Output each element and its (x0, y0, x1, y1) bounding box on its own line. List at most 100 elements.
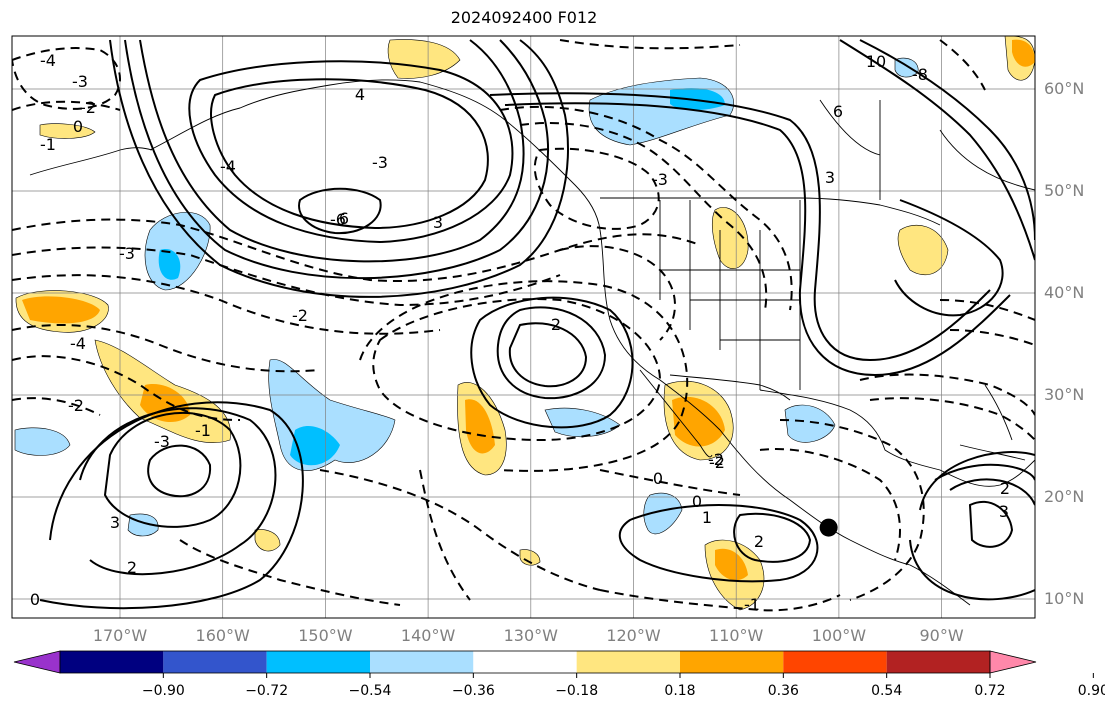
contour-dashed (949, 329, 1035, 346)
contour-solid (508, 322, 588, 388)
shade-cool (643, 492, 683, 535)
colorbar-segment (576, 651, 680, 673)
contour-dashed (12, 100, 121, 111)
contour-dashed (939, 299, 1035, 321)
contour-label: 2 (1000, 479, 1010, 498)
contour-label: 3 (825, 168, 835, 187)
contour-solid (109, 39, 569, 298)
contour-dashed (759, 448, 901, 561)
shade-cool (14, 427, 71, 456)
longitude-label: 140°W (400, 626, 456, 645)
contour-solid (859, 39, 1035, 241)
shade-cool-core (290, 425, 340, 466)
contour-label: 1 (702, 508, 712, 527)
contour-solid (103, 411, 242, 528)
contour-solid (147, 444, 212, 498)
longitude-label: 150°W (298, 626, 353, 645)
anomaly-shading (14, 36, 1035, 611)
contour-label: -2 (80, 98, 96, 117)
contour-solid (909, 539, 1035, 601)
contour-solid (968, 500, 1014, 548)
contour-dashed (12, 47, 121, 110)
shade-cool (39, 123, 96, 139)
contour-label: -1 (195, 421, 211, 440)
shade-cool (588, 77, 735, 146)
contour-dashed (419, 469, 471, 601)
colorbar-segment (163, 651, 267, 673)
lat-lon-grid (12, 36, 1035, 618)
colorbar-tick-label: 0.36 (767, 683, 799, 699)
shade-cool-core (670, 88, 725, 111)
latitude-label: 10°N (1044, 589, 1085, 608)
colorbar-segment (370, 651, 474, 673)
figure-title: 2024092400 F012 (450, 8, 598, 27)
latitude-label: 20°N (1044, 487, 1085, 506)
longitude-label: 100°W (811, 626, 867, 645)
contour-dashed (599, 469, 741, 496)
colorbar-segment (680, 651, 784, 673)
contour-label: -4 (40, 51, 56, 70)
contour-dashed (12, 397, 101, 416)
contour-label: 3 (110, 513, 120, 532)
latitude-label: 60°N (1044, 79, 1085, 98)
contour-label: 3 (433, 213, 443, 232)
colorbar-extend-min (13, 650, 61, 674)
colorbar-tick-label: −0.72 (245, 683, 289, 699)
colorbar-segment (473, 651, 577, 673)
contour-solid (139, 39, 525, 263)
contour-solid (489, 92, 991, 362)
contour-label: -3 (154, 432, 170, 451)
longitude-label: 170°W (92, 626, 148, 645)
colorbar (13, 650, 1094, 678)
contour-solid (79, 407, 277, 576)
contour-solid (618, 504, 819, 583)
contour-label: -3 (652, 170, 668, 189)
contour-label: -4 (70, 334, 86, 353)
central-america (849, 539, 971, 606)
contour-dashed (599, 589, 841, 612)
shade-warm-core (22, 296, 100, 324)
contour-dashed (859, 373, 1035, 416)
aleutian-chain (29, 147, 153, 176)
contour-solid (949, 478, 1035, 506)
shade-cool (519, 549, 541, 566)
contour-label-layer: -4-3-20-14-3-6-436-3-2-4-2-33202-1-2012-… (30, 51, 1010, 614)
colorbar-tick-label: 0.18 (664, 683, 696, 699)
contour-dashed (12, 355, 241, 421)
us-canada-border (600, 197, 941, 226)
contour-dashed (372, 298, 662, 442)
longitude-label: 90°W (919, 626, 964, 645)
shade-warm (387, 39, 461, 79)
longitude-label: 110°W (709, 626, 764, 645)
shade-warm (254, 529, 281, 552)
contour-solid (934, 463, 1035, 481)
longitude-label: 130°W (503, 626, 558, 645)
contour-solid (839, 39, 1035, 261)
shade-warm-core (672, 396, 725, 447)
contour-dashed (869, 397, 1035, 441)
contour-solid (894, 199, 1004, 317)
contour-solid (733, 512, 812, 563)
colorbar-tick-label: 0.54 (871, 683, 903, 699)
shade-warm-core (715, 548, 748, 581)
contour-label: 2 (754, 532, 764, 551)
contour-label: -2 (292, 306, 308, 325)
contour-dashed (499, 105, 793, 311)
coastlines (29, 79, 1035, 606)
contour-label: -3 (372, 153, 388, 172)
cuba (959, 444, 1026, 461)
contour-dashed (939, 39, 986, 91)
east-provinces (819, 99, 1035, 200)
colorbar-segment (266, 651, 370, 673)
contour-solid (504, 102, 1011, 377)
colorbar-segment (60, 651, 164, 673)
contour-solid (919, 451, 1035, 511)
contour-dashed (559, 39, 741, 50)
shade-cool (544, 407, 621, 437)
contour-solid (124, 39, 549, 280)
contour-label: 6 (833, 102, 843, 121)
contour-dashed (319, 469, 601, 591)
contour-lines (12, 39, 1035, 612)
colorbar-tick-label: −0.18 (555, 683, 599, 699)
contour-solid (470, 296, 634, 429)
